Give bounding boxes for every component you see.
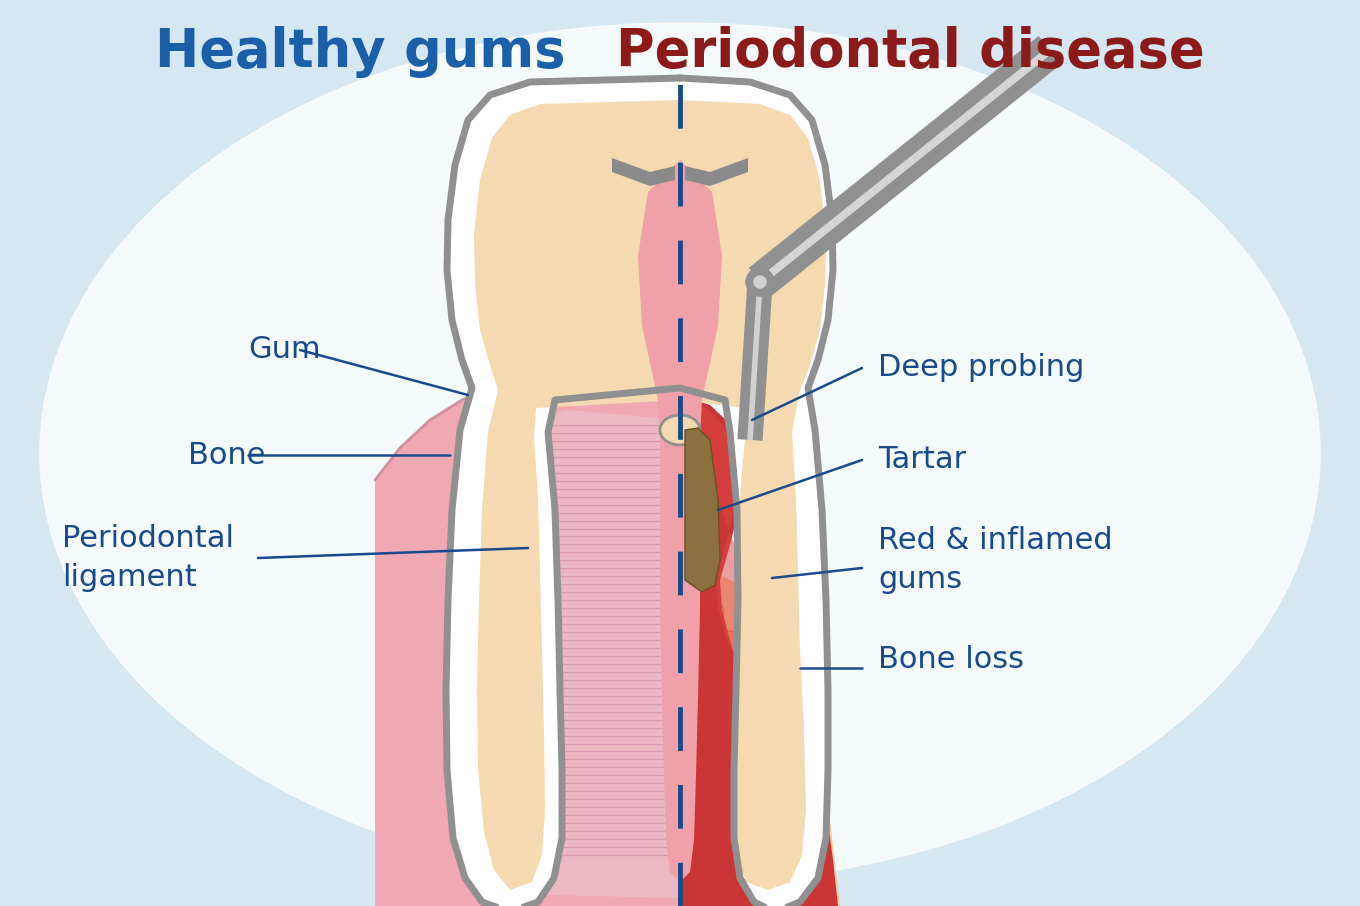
Ellipse shape bbox=[441, 757, 475, 783]
Polygon shape bbox=[475, 100, 826, 890]
Ellipse shape bbox=[747, 807, 768, 823]
Ellipse shape bbox=[755, 738, 781, 758]
Polygon shape bbox=[375, 378, 680, 906]
Ellipse shape bbox=[452, 461, 469, 475]
Polygon shape bbox=[758, 47, 1053, 285]
Polygon shape bbox=[747, 282, 763, 440]
Ellipse shape bbox=[404, 736, 437, 760]
Ellipse shape bbox=[400, 809, 430, 831]
Text: Bone loss: Bone loss bbox=[879, 645, 1024, 674]
Text: Gum: Gum bbox=[248, 335, 321, 364]
Text: Bone: Bone bbox=[188, 440, 265, 469]
Polygon shape bbox=[680, 560, 840, 906]
Ellipse shape bbox=[420, 861, 443, 879]
Polygon shape bbox=[685, 158, 748, 186]
Ellipse shape bbox=[390, 496, 426, 524]
Ellipse shape bbox=[505, 754, 532, 776]
Ellipse shape bbox=[472, 716, 505, 740]
Text: Healthy gums: Healthy gums bbox=[155, 26, 566, 78]
Ellipse shape bbox=[486, 854, 506, 870]
Ellipse shape bbox=[447, 835, 473, 855]
Polygon shape bbox=[522, 410, 680, 898]
Ellipse shape bbox=[790, 847, 811, 863]
Ellipse shape bbox=[715, 691, 740, 709]
Text: Tartar: Tartar bbox=[879, 446, 966, 475]
Ellipse shape bbox=[471, 639, 499, 661]
Polygon shape bbox=[446, 78, 832, 906]
Ellipse shape bbox=[509, 830, 530, 846]
Polygon shape bbox=[749, 36, 1061, 296]
Ellipse shape bbox=[499, 605, 525, 625]
Polygon shape bbox=[375, 393, 680, 906]
Ellipse shape bbox=[696, 601, 724, 623]
Text: Red & inflamed
gums: Red & inflamed gums bbox=[879, 526, 1112, 593]
Text: Deep probing: Deep probing bbox=[879, 353, 1084, 382]
Ellipse shape bbox=[777, 811, 800, 829]
Ellipse shape bbox=[403, 578, 434, 602]
Ellipse shape bbox=[466, 491, 490, 509]
Ellipse shape bbox=[394, 655, 430, 681]
Text: Periodontal
ligament: Periodontal ligament bbox=[63, 525, 234, 592]
Circle shape bbox=[747, 268, 774, 296]
Ellipse shape bbox=[434, 529, 462, 551]
Ellipse shape bbox=[798, 732, 817, 748]
Circle shape bbox=[753, 276, 766, 288]
Ellipse shape bbox=[437, 683, 466, 707]
Ellipse shape bbox=[766, 776, 790, 794]
Ellipse shape bbox=[718, 631, 743, 649]
Ellipse shape bbox=[736, 769, 760, 787]
Ellipse shape bbox=[732, 662, 758, 682]
Ellipse shape bbox=[39, 23, 1321, 883]
Ellipse shape bbox=[707, 651, 729, 669]
Polygon shape bbox=[680, 395, 838, 906]
Text: Periodontal disease: Periodontal disease bbox=[616, 26, 1205, 78]
Ellipse shape bbox=[479, 793, 505, 813]
Ellipse shape bbox=[496, 531, 520, 549]
Ellipse shape bbox=[503, 681, 528, 699]
Polygon shape bbox=[680, 399, 802, 724]
Polygon shape bbox=[638, 160, 722, 882]
Ellipse shape bbox=[744, 697, 772, 719]
Polygon shape bbox=[612, 158, 675, 186]
Ellipse shape bbox=[420, 447, 441, 463]
Polygon shape bbox=[685, 428, 719, 592]
Polygon shape bbox=[737, 281, 772, 441]
Ellipse shape bbox=[466, 563, 496, 587]
Ellipse shape bbox=[804, 771, 826, 789]
Ellipse shape bbox=[438, 605, 472, 631]
Ellipse shape bbox=[660, 415, 700, 445]
Ellipse shape bbox=[725, 730, 751, 750]
